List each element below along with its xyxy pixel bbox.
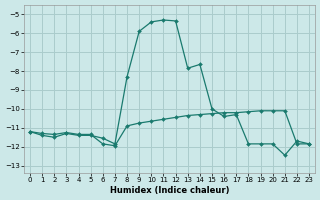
X-axis label: Humidex (Indice chaleur): Humidex (Indice chaleur) [110, 186, 229, 195]
